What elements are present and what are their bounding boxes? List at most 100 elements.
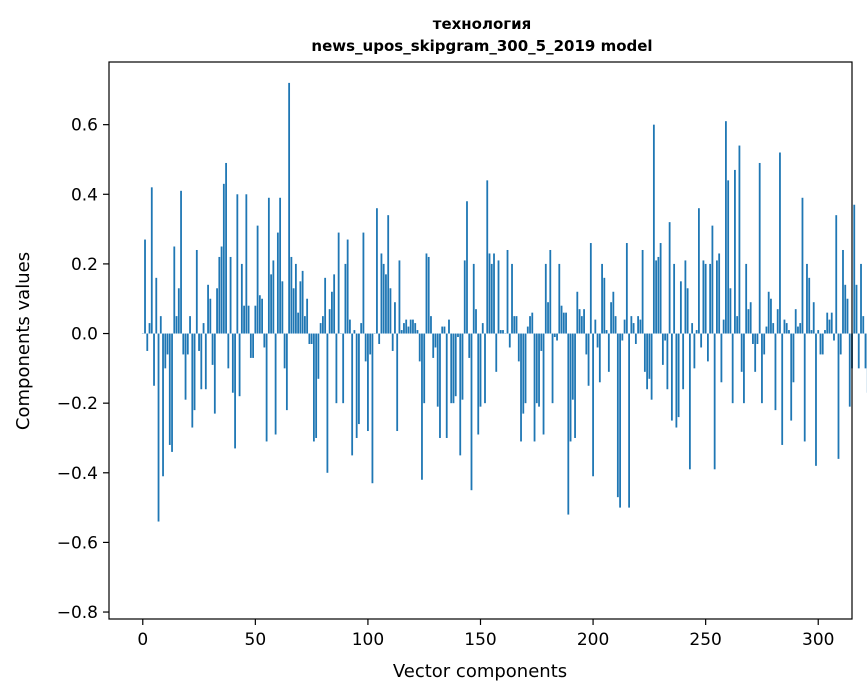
bar (842, 249, 844, 334)
bar (324, 277, 327, 334)
bar (688, 333, 691, 470)
bar (801, 197, 804, 334)
bar (281, 281, 284, 334)
bar (502, 330, 504, 334)
bar (524, 333, 527, 404)
bar (445, 333, 448, 438)
bar (430, 316, 432, 334)
bar (747, 309, 750, 334)
bar (666, 333, 669, 390)
bar (643, 333, 646, 372)
bar (508, 333, 511, 348)
bar (614, 316, 617, 334)
bar (587, 333, 590, 386)
bar (276, 232, 279, 334)
bar (812, 302, 815, 334)
bar (493, 253, 495, 334)
bar (245, 194, 248, 334)
bar (639, 319, 642, 334)
bar (439, 333, 441, 438)
bar (549, 249, 552, 334)
bar (810, 330, 813, 334)
bar (497, 260, 500, 334)
bar (301, 270, 304, 334)
bar (580, 316, 583, 334)
bar (711, 225, 714, 334)
bar (380, 253, 383, 334)
bar (162, 333, 164, 477)
bar (166, 333, 169, 355)
bar (448, 319, 450, 334)
bar (177, 288, 180, 334)
bar (144, 239, 146, 334)
x-tick-label: 250 (689, 630, 721, 650)
bar (781, 333, 784, 445)
bar (466, 201, 468, 334)
bar (675, 333, 678, 428)
bar (533, 333, 536, 442)
y-axis-ticks: −0.8 −0.6 −0.4 −0.2 0.0 0.2 0.4 0.6 (57, 116, 109, 623)
bar (290, 256, 293, 334)
bar (657, 256, 660, 334)
bar (652, 124, 655, 334)
bar (225, 162, 227, 334)
bar (378, 333, 381, 344)
bar (261, 298, 263, 334)
bar (619, 333, 621, 508)
bar (315, 333, 318, 438)
bar (785, 323, 788, 334)
bar (558, 263, 561, 334)
bar (677, 333, 680, 418)
bar (520, 333, 522, 442)
bar (718, 253, 721, 334)
bar (731, 333, 734, 404)
bar (846, 298, 849, 334)
bar (155, 277, 158, 334)
bar (171, 333, 173, 452)
bar (585, 333, 588, 355)
bar (274, 333, 277, 435)
bar (736, 316, 739, 334)
bar (227, 333, 230, 369)
bar (279, 197, 282, 334)
bar (457, 333, 459, 338)
bar (529, 316, 531, 334)
bar (808, 277, 811, 334)
bar (583, 309, 585, 334)
bar (186, 333, 189, 355)
bar (745, 263, 748, 334)
bar (754, 333, 757, 372)
bar (153, 333, 155, 386)
bar (646, 333, 649, 390)
bar (222, 183, 225, 334)
bar (218, 256, 221, 334)
bar (576, 291, 579, 334)
bar (423, 333, 426, 404)
bar (607, 333, 610, 372)
bar (146, 333, 149, 351)
bar (567, 333, 570, 515)
x-tick-label: 200 (577, 630, 609, 650)
bar (790, 333, 793, 421)
bar (659, 243, 662, 334)
bar (303, 316, 306, 334)
bar (421, 333, 423, 480)
bar (743, 333, 745, 404)
bar (443, 326, 446, 334)
bar (432, 333, 435, 358)
bar (321, 316, 324, 334)
bar (725, 121, 727, 334)
bar (306, 298, 309, 334)
bar (213, 333, 216, 414)
bar (317, 333, 320, 379)
bar (270, 274, 273, 334)
bar (238, 333, 241, 397)
x-axis-ticks: 0 50 100 150 200 250 300 (137, 619, 834, 650)
bar (427, 256, 430, 334)
bar (180, 190, 182, 334)
bar (855, 284, 858, 334)
bar (862, 316, 865, 334)
bar (299, 281, 302, 334)
bar (522, 333, 525, 414)
